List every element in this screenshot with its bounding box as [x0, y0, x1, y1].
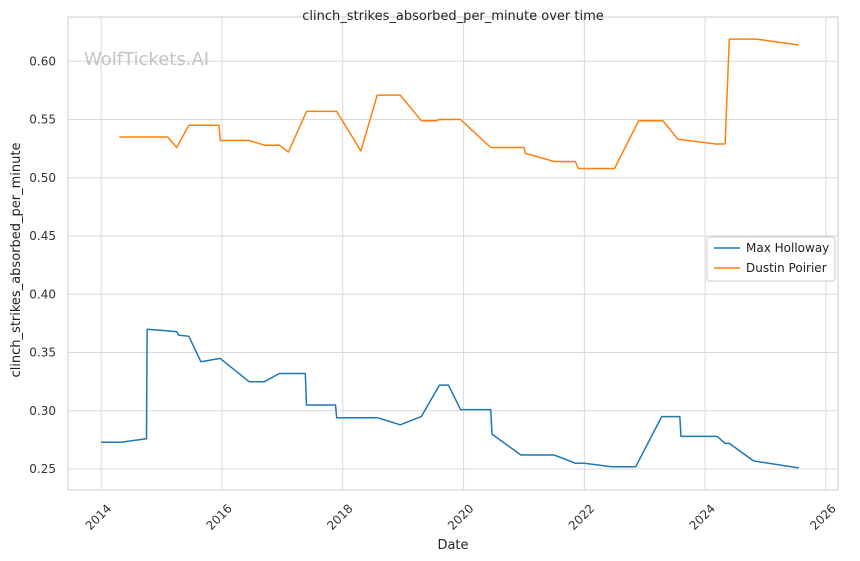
y-tick-label: 0.50	[29, 171, 56, 185]
series-layer	[101, 38, 799, 469]
y-axis-label: clinch_strikes_absorbed_per_minute	[9, 143, 24, 378]
y-tick-label: 0.60	[29, 54, 56, 68]
y-tick-label: 0.40	[29, 287, 56, 301]
chart-title: clinch_strikes_absorbed_per_minute over …	[302, 9, 604, 24]
x-tick-label: 2014	[83, 501, 114, 532]
legend: Max Holloway Dustin Poirier	[706, 236, 836, 282]
x-axis-label: Date	[437, 538, 468, 553]
y-tick-label: 0.25	[29, 462, 56, 476]
x-tick-label: 2024	[687, 501, 718, 532]
x-tick-label: 2026	[807, 501, 838, 532]
watermark: WolfTickets.AI	[84, 49, 209, 70]
series-line-dustin-poirier	[119, 38, 799, 170]
series-line-max-holloway	[101, 328, 799, 469]
y-tick-label: 0.30	[29, 404, 56, 418]
y-tick-label: 0.35	[29, 346, 56, 360]
x-tick-label: 2020	[445, 501, 476, 532]
legend-label-dustin-poirier: Dustin Poirier	[746, 261, 827, 275]
x-tick-label: 2016	[203, 501, 234, 532]
x-tick-label: 2018	[324, 501, 355, 532]
x-tick-label: 2022	[566, 501, 597, 532]
y-tick-label: 0.55	[29, 113, 56, 127]
x-tick-labels: 2014 2016 2018 2020 2022 2024 2026	[83, 501, 839, 532]
y-tick-labels: 0.25 0.30 0.35 0.40 0.45 0.50 0.55 0.60	[29, 54, 56, 476]
y-tick-label: 0.45	[29, 229, 56, 243]
legend-label-max-holloway: Max Holloway	[746, 241, 829, 255]
